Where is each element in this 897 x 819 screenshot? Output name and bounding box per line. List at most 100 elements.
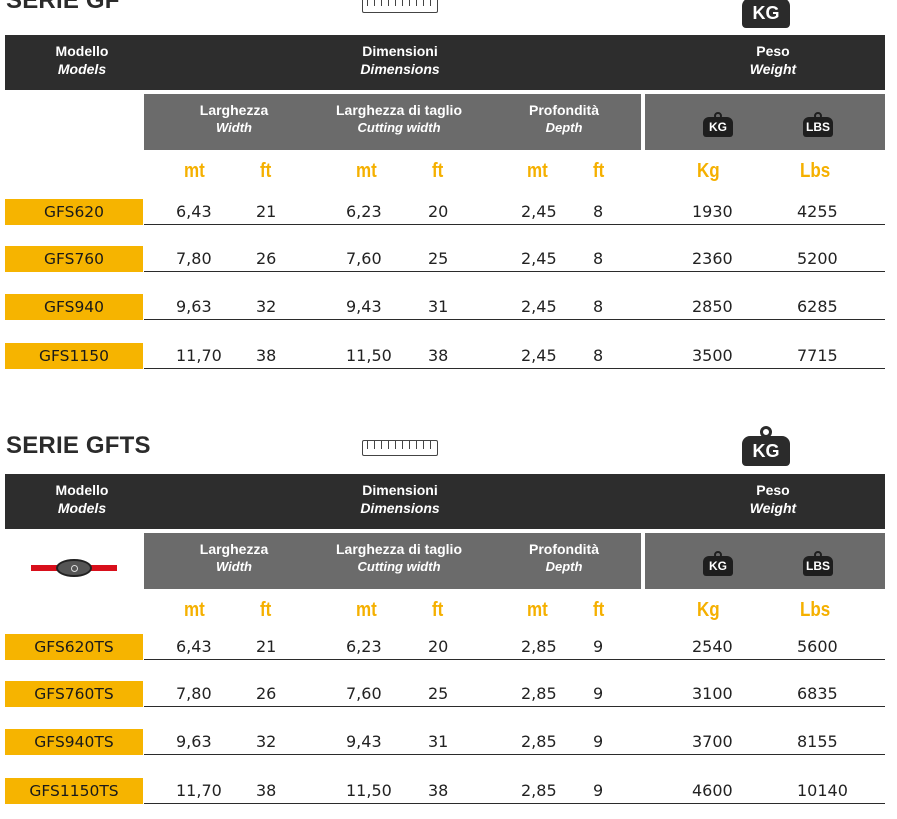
- dimensions-label-en: Dimensions: [360, 500, 440, 516]
- models-label-en: Models: [57, 500, 107, 516]
- cell-lbs: 5600: [797, 637, 838, 656]
- unit-cut-ft: ft: [432, 160, 444, 182]
- unit-cut-mt: mt: [356, 160, 377, 182]
- cell-kg: 2850: [692, 297, 733, 316]
- weight-header: Peso Weight: [738, 42, 808, 78]
- cell-d-ft: 8: [593, 297, 604, 316]
- section-title: SERIE GFTS: [6, 432, 151, 459]
- cutting-width-label: Larghezza di taglio: [335, 102, 462, 118]
- row-divider: [144, 706, 885, 707]
- model-name: GFS940: [5, 294, 143, 320]
- cell-kg: 2540: [692, 637, 733, 656]
- dimensions-header: Dimensioni Dimensions: [355, 42, 445, 78]
- model-name: GFS760: [5, 246, 143, 272]
- weight-label-en: Weight: [749, 61, 797, 77]
- cutting-width-col-header: Larghezza di taglio Cutting width: [319, 540, 479, 576]
- models-header: Modello Models: [47, 481, 117, 517]
- cell-d-mt: 2,45: [521, 346, 557, 365]
- lbs-weight-icon: LBS: [803, 551, 833, 576]
- cell-w-ft: 38: [256, 781, 277, 800]
- row-divider: [144, 271, 885, 272]
- cell-c-ft: 31: [428, 297, 449, 316]
- cell-d-ft: 8: [593, 249, 604, 268]
- kg-badge-text: KG: [742, 436, 790, 466]
- width-label-en: Width: [216, 120, 252, 135]
- cell-w-mt: 7,80: [176, 684, 212, 703]
- row-divider: [144, 659, 885, 660]
- cell-lbs: 5200: [797, 249, 838, 268]
- table-row: GFS760TS 7,80 26 7,60 25 2,85 9 3100 6835: [0, 681, 897, 707]
- cell-w-ft: 32: [256, 732, 277, 751]
- cell-c-mt: 6,23: [346, 637, 382, 656]
- model-name: GFS1150: [5, 343, 143, 369]
- unit-width-mt: mt: [184, 599, 205, 621]
- models-label-en: Models: [57, 61, 107, 77]
- tow-bar-icon: [31, 558, 117, 578]
- cell-c-ft: 31: [428, 732, 449, 751]
- ruler-icon: [362, 0, 438, 13]
- row-divider: [144, 754, 885, 755]
- cell-w-mt: 11,70: [176, 781, 222, 800]
- dimensions-header: Dimensioni Dimensions: [355, 481, 445, 517]
- cell-c-mt: 6,23: [346, 202, 382, 221]
- cell-d-ft: 9: [593, 781, 604, 800]
- cell-w-mt: 9,63: [176, 732, 212, 751]
- depth-label-en: Depth: [545, 559, 583, 574]
- depth-label: Profondità: [529, 102, 599, 118]
- cutting-width-label: Larghezza di taglio: [335, 541, 462, 557]
- section-title: SERIE GF: [6, 0, 120, 14]
- row-divider: [144, 803, 885, 804]
- cell-kg: 4600: [692, 781, 733, 800]
- unit-kg: Kg: [697, 599, 720, 621]
- cutting-width-col-header: Larghezza di taglio Cutting width: [319, 101, 479, 137]
- unit-lbs: Lbs: [800, 599, 831, 621]
- cell-w-ft: 21: [256, 637, 277, 656]
- cutting-width-label-en: Cutting width: [357, 120, 441, 135]
- cell-w-mt: 11,70: [176, 346, 222, 365]
- cell-d-mt: 2,45: [521, 297, 557, 316]
- cell-w-ft: 26: [256, 249, 277, 268]
- depth-col-header: Profondità Depth: [514, 540, 614, 576]
- cell-d-ft: 9: [593, 637, 604, 656]
- cell-w-mt: 6,43: [176, 202, 212, 221]
- lbs-weight-icon: LBS: [803, 112, 833, 137]
- cell-d-mt: 2,45: [521, 202, 557, 221]
- cell-w-ft: 32: [256, 297, 277, 316]
- section-serie-gf: SERIE GF KG Modello Models Dimensioni Di…: [0, 0, 897, 387]
- cell-kg: 3700: [692, 732, 733, 751]
- ruler-icon: [362, 440, 438, 456]
- cell-lbs: 6285: [797, 297, 838, 316]
- kg-badge-text: KG: [742, 0, 790, 28]
- kg-weight-icon: KG: [742, 426, 790, 466]
- cell-d-mt: 2,85: [521, 637, 557, 656]
- weight-label: Peso: [756, 482, 790, 498]
- width-col-header: Larghezza Width: [184, 101, 284, 137]
- table-row: GFS940 9,63 32 9,43 31 2,45 8 2850 6285: [0, 294, 897, 320]
- cell-w-mt: 7,80: [176, 249, 212, 268]
- width-label: Larghezza: [199, 541, 269, 557]
- model-name: GFS620: [5, 199, 143, 225]
- cell-d-mt: 2,85: [521, 732, 557, 751]
- cell-kg: 3100: [692, 684, 733, 703]
- table-row: GFS1150 11,70 38 11,50 38 2,45 8 3500 7715: [0, 343, 897, 369]
- cell-w-mt: 6,43: [176, 637, 212, 656]
- section-serie-gfts: SERIE GFTS KG Modello Models Dimensioni …: [0, 426, 897, 819]
- models-label: Modello: [55, 43, 109, 59]
- cell-lbs: 10140: [797, 781, 848, 800]
- cell-d-mt: 2,45: [521, 249, 557, 268]
- cell-d-mt: 2,85: [521, 684, 557, 703]
- cell-c-ft: 38: [428, 346, 449, 365]
- unit-cut-mt: mt: [356, 599, 377, 621]
- weight-subheader: KG LBS: [645, 94, 885, 150]
- weight-subheader: KG LBS: [645, 533, 885, 589]
- weight-header: Peso Weight: [738, 481, 808, 517]
- depth-label: Profondità: [529, 541, 599, 557]
- cell-c-mt: 11,50: [346, 346, 392, 365]
- unit-depth-ft: ft: [593, 160, 605, 182]
- cell-c-ft: 25: [428, 249, 449, 268]
- kg-weight-icon: KG: [742, 0, 790, 28]
- unit-width-ft: ft: [260, 599, 272, 621]
- depth-label-en: Depth: [545, 120, 583, 135]
- table-header: Modello Models Dimensioni Dimensions Pes…: [5, 35, 885, 90]
- cell-d-mt: 2,85: [521, 781, 557, 800]
